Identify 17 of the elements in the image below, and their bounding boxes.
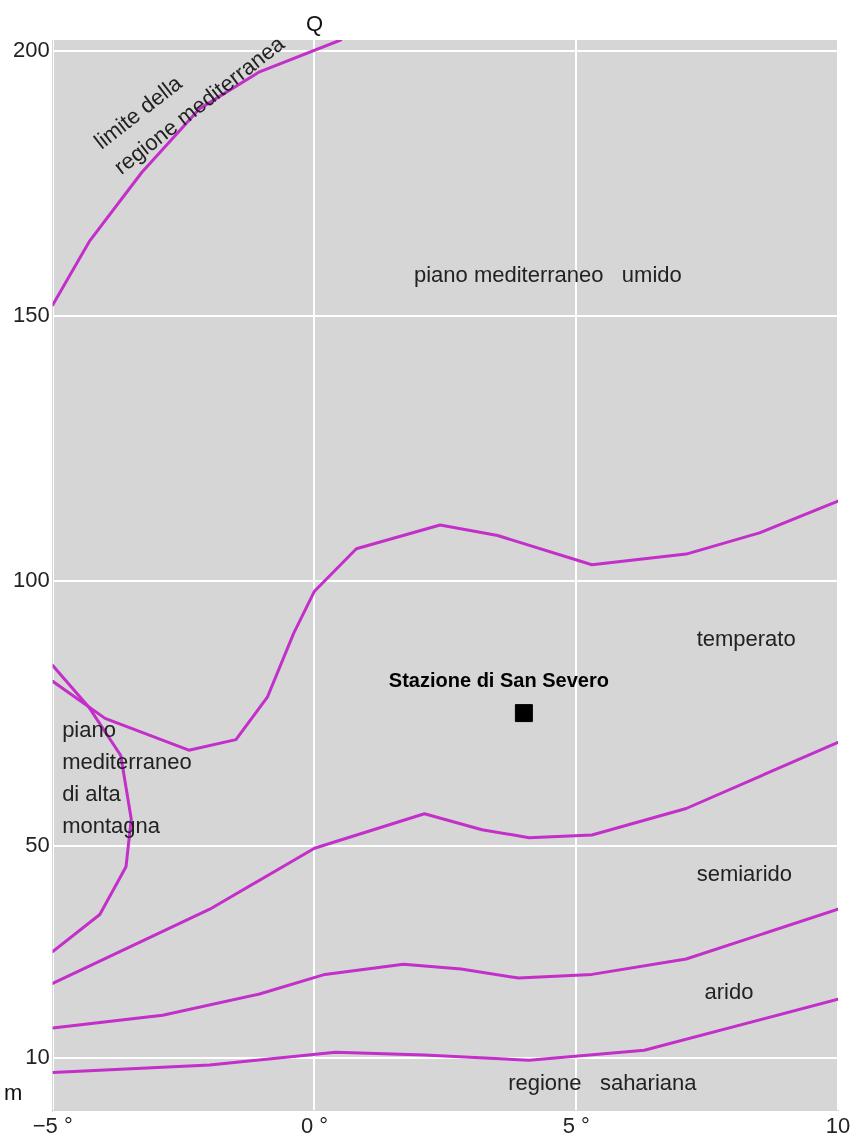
x-tick-label: 5 ° xyxy=(562,1112,590,1138)
annotation: arido xyxy=(704,978,754,1004)
series-label: Stazione di San Severo xyxy=(388,668,609,691)
x-tick-label: 0 ° xyxy=(300,1112,329,1138)
x-tick-label: 10 xyxy=(825,1112,851,1138)
y-tick-label: 50 xyxy=(25,831,50,857)
annotation: semiarido xyxy=(696,861,793,887)
y-tick-label: 10 xyxy=(25,1043,50,1069)
annotation: piano mediterraneo umido xyxy=(413,261,682,287)
y-tick-label: 100 xyxy=(12,566,50,592)
annotation: temperato xyxy=(696,625,796,651)
x-tick-label: −5 ° xyxy=(32,1112,73,1138)
annotation: regione sahariana xyxy=(508,1069,698,1095)
y-axis-title: Q xyxy=(305,11,324,37)
y-tick-label: 150 xyxy=(12,301,50,327)
y-tick-label: 200 xyxy=(12,36,50,62)
x-axis-title: m xyxy=(4,1079,23,1105)
